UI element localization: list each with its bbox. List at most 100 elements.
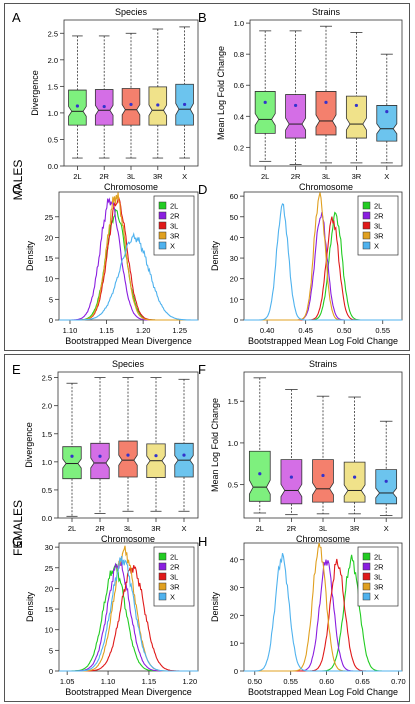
- box-2l: 2L: [68, 35, 87, 181]
- plot-area: [58, 191, 199, 321]
- legend-swatch-x: [362, 592, 371, 601]
- x-tick-label: 2L: [73, 172, 81, 181]
- y-axis-label: Divergence: [24, 422, 34, 468]
- box-3l: 3L: [312, 395, 334, 533]
- y-tick-label: 40: [230, 233, 238, 242]
- box-body: [254, 91, 276, 134]
- y-tick-label: 0.4: [234, 112, 244, 121]
- legend-swatch-2r: [158, 562, 167, 571]
- x-axis-label: Bootstrapped Mean Log Fold Change: [248, 336, 398, 346]
- box-2l: 2L: [62, 382, 82, 533]
- y-tick-label: 0.0: [42, 514, 52, 523]
- box-body: [285, 94, 307, 139]
- box-body: [121, 88, 141, 126]
- panel-label: D: [198, 182, 207, 197]
- legend-swatch-3l: [158, 221, 167, 230]
- panel-h: H 0 10 20 30 40 Density Bootstrapped Mean Log F…: [198, 534, 406, 697]
- box-3r: 3R: [148, 28, 168, 181]
- box-x: X: [376, 53, 398, 181]
- box-3l: 3L: [118, 377, 138, 533]
- legend-swatch-3l: [362, 572, 371, 581]
- legend-swatch-2r: [362, 562, 371, 571]
- legend-swatch-3r: [362, 582, 371, 591]
- y-axis-label: Density: [210, 591, 220, 622]
- x-tick-label: 3L: [124, 524, 132, 533]
- section-label-females: FEMALES: [11, 500, 25, 556]
- legend-label-2r: 2R: [374, 563, 384, 572]
- y-axis-label: Mean Log Fold Change: [210, 398, 220, 492]
- x-tick-label: 2L: [261, 172, 269, 181]
- mean-point: [385, 110, 389, 114]
- y-tick-label: 1.0: [234, 19, 244, 28]
- box-x: X: [375, 420, 398, 533]
- box-2r: 2R: [285, 30, 307, 181]
- box-body: [62, 446, 82, 480]
- box-x: X: [175, 26, 194, 181]
- legend-swatch-x: [362, 241, 371, 250]
- mean-point: [321, 473, 325, 478]
- y-tick-label: 10: [230, 295, 238, 304]
- mean-point: [258, 472, 262, 476]
- y-tick-label: 0: [49, 316, 53, 325]
- panel-g: G 0 5 10 15 20 25 30 Density Bootstrapped Mean Di…: [12, 534, 199, 697]
- y-tick-label: 20: [230, 275, 238, 284]
- x-tick-label: 3L: [319, 524, 327, 533]
- x-tick-label: 0.70: [391, 677, 406, 686]
- y-tick-label: 5: [49, 646, 53, 655]
- females-frame: [4, 354, 410, 702]
- y-tick-label: 0: [234, 667, 238, 676]
- mean-point: [102, 104, 106, 109]
- x-tick-label: 0.50: [247, 677, 262, 686]
- legend-label-3l: 3L: [170, 573, 178, 582]
- x-tick-label: 3L: [127, 172, 135, 181]
- panel-label: F: [198, 362, 206, 377]
- y-tick-label: 10: [45, 275, 53, 284]
- y-tick-label: 0.5: [48, 135, 58, 144]
- box-body: [375, 469, 398, 505]
- x-tick-label: 2R: [291, 172, 301, 181]
- y-tick-label: 30: [230, 254, 238, 263]
- mean-point: [354, 103, 358, 108]
- mean-point: [154, 454, 158, 458]
- y-tick-label: 5: [49, 295, 53, 304]
- y-tick-label: 2.5: [48, 29, 58, 38]
- box-3r: 3R: [345, 32, 367, 181]
- x-axis-label: Bootstrapped Mean Divergence: [65, 687, 192, 697]
- x-tick-label: 2L: [256, 524, 264, 533]
- y-tick-label: 0.2: [234, 143, 244, 152]
- box-body: [345, 95, 367, 139]
- panel-label: H: [198, 534, 207, 549]
- y-tick-label: 0: [49, 667, 53, 676]
- y-tick-label: 1.0: [228, 439, 238, 448]
- y-tick-label: 1.0: [42, 458, 52, 467]
- box-body: [376, 105, 398, 142]
- y-tick-label: 0.5: [228, 481, 238, 490]
- males-frame: [4, 3, 410, 351]
- chart-title: Strains: [309, 359, 338, 369]
- x-tick-label: 1.25: [172, 326, 187, 335]
- legend-label-3l: 3L: [170, 222, 178, 231]
- y-tick-label: 1.5: [42, 430, 52, 439]
- legend-label-2r: 2R: [170, 563, 180, 572]
- legend-label-2l: 2L: [170, 553, 178, 562]
- x-tick-label: 0.60: [319, 677, 334, 686]
- y-tick-label: 1.5: [228, 397, 238, 406]
- y-axis-label: Density: [25, 591, 35, 622]
- y-tick-label: 2.0: [42, 402, 52, 411]
- series-line-x: [244, 553, 402, 672]
- legend-label-3r: 3R: [374, 232, 384, 241]
- mean-point: [98, 454, 102, 458]
- legend-label-3r: 3R: [170, 232, 180, 241]
- box-2l: 2L: [254, 30, 276, 181]
- box-body: [118, 440, 138, 478]
- legend-swatch-3r: [158, 231, 167, 240]
- legend-swatch-3l: [362, 221, 371, 230]
- series-line-x: [59, 555, 198, 672]
- box-3r: 3R: [146, 377, 166, 533]
- y-tick-label: 1.5: [48, 82, 58, 91]
- mean-point: [129, 102, 133, 107]
- box-3r: 3R: [343, 396, 366, 533]
- panel-d: D 0 10 20 30 40 50 60 Density Bootstrapped Mean L…: [198, 182, 403, 346]
- box-3l: 3L: [315, 25, 337, 181]
